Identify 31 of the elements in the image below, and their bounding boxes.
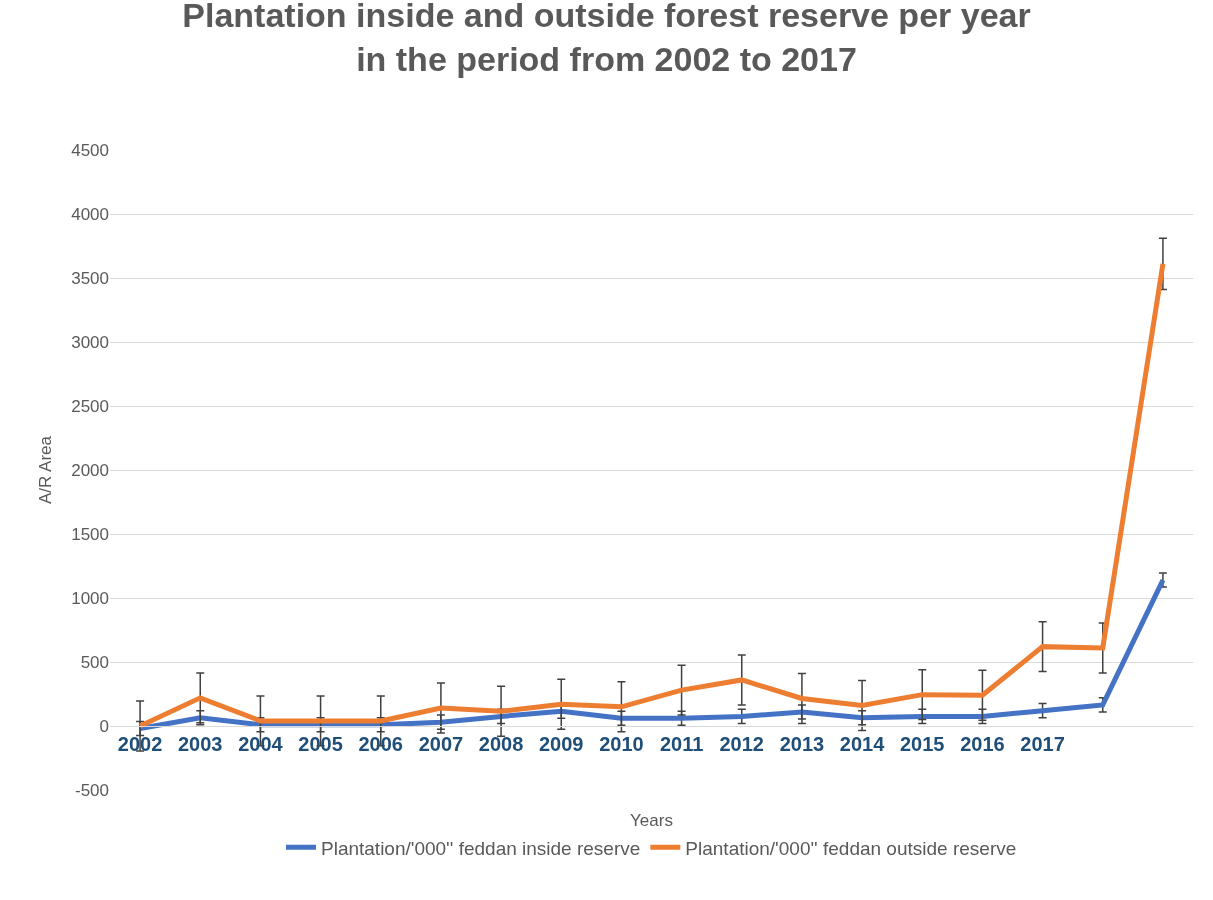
y-tick-label: 500 xyxy=(80,652,109,672)
x-tick-label: 2017 xyxy=(1020,733,1065,755)
x-tick-label: 2013 xyxy=(779,733,825,755)
x-tick-label: 2006 xyxy=(358,733,403,755)
y-tick-label: 2500 xyxy=(71,396,109,416)
y-tick-label: 1000 xyxy=(71,588,109,608)
x-tick-label: 2003 xyxy=(178,733,223,755)
x-tick-label: 2005 xyxy=(298,733,343,755)
x-tick-label: 2004 xyxy=(238,733,284,755)
x-tick-label: 2008 xyxy=(478,733,524,755)
x-tick-label: 2009 xyxy=(539,733,584,755)
x-tick-label: 2014 xyxy=(839,733,886,755)
y-tick-label: 4000 xyxy=(71,204,109,224)
x-axis-title: Years xyxy=(630,811,673,831)
x-tick-label: 2010 xyxy=(599,733,644,755)
y-tick-label: 4500 xyxy=(71,140,109,160)
x-tick-label: 2012 xyxy=(719,733,764,755)
y-tick-label: 1500 xyxy=(71,524,109,544)
y-tick-label: 2000 xyxy=(71,460,109,480)
y-tick-label: 3500 xyxy=(71,268,109,288)
chart-title: Plantation inside and outside forest reserve per year in the period from 2002 to 2017 xyxy=(182,0,1031,79)
legend-label: Plantation/'000'' feddan outside reserve xyxy=(685,837,1017,859)
x-tick-label: 2016 xyxy=(960,733,1005,755)
y-tick-label: 0 xyxy=(99,716,109,736)
x-tick-label: 2015 xyxy=(900,733,945,755)
y-tick-label: -500 xyxy=(74,780,109,800)
legend-label: Plantation/'000'' feddan inside reserve xyxy=(321,837,641,859)
x-tick-label: 2011 xyxy=(659,733,704,755)
y-tick-label: 3000 xyxy=(71,332,109,352)
x-tick-label: 2007 xyxy=(418,733,464,755)
y-axis-title: A/R Area xyxy=(35,435,55,505)
